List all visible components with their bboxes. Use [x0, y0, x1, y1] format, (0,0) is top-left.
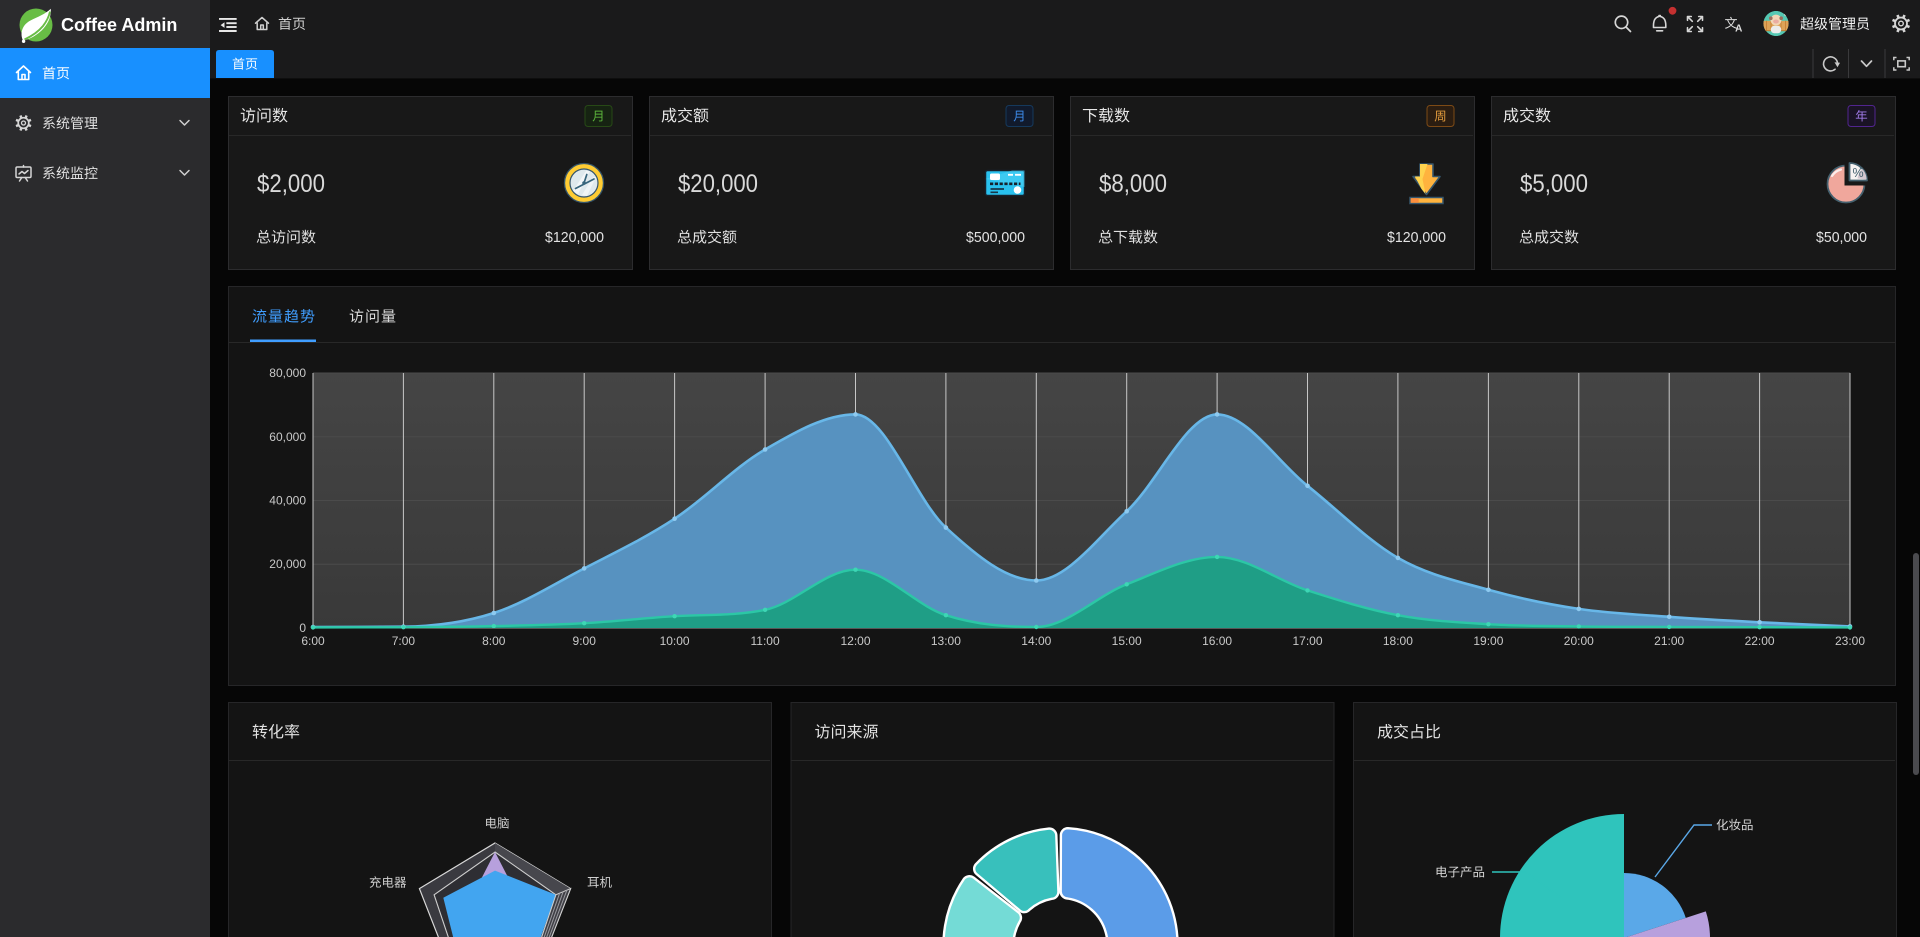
svg-text:80,000: 80,000	[269, 366, 306, 380]
svg-text:20,000: 20,000	[269, 557, 306, 571]
svg-text:18:00: 18:00	[1383, 634, 1413, 648]
svg-text:8:00: 8:00	[482, 634, 506, 648]
svg-text:$5,000: $5,000	[1520, 170, 1588, 198]
svg-text:7:00: 7:00	[392, 634, 416, 648]
svg-text:13:00: 13:00	[931, 634, 961, 648]
svg-text:$2,000: $2,000	[257, 170, 325, 198]
svg-text:0: 0	[299, 621, 306, 635]
svg-text:$20,000: $20,000	[678, 170, 758, 198]
svg-text:Coffee Admin: Coffee Admin	[61, 15, 177, 35]
svg-text:12:00: 12:00	[840, 634, 870, 648]
svg-text:$8,000: $8,000	[1099, 170, 1167, 198]
svg-text:15:00: 15:00	[1112, 634, 1142, 648]
svg-text:9:00: 9:00	[573, 634, 597, 648]
svg-text:$500,000: $500,000	[966, 229, 1025, 246]
svg-text:$50,000: $50,000	[1816, 229, 1867, 246]
svg-text:10:00: 10:00	[660, 634, 690, 648]
svg-text:$120,000: $120,000	[1387, 229, 1446, 246]
svg-text:%: %	[1852, 166, 1863, 180]
svg-text:21:00: 21:00	[1654, 634, 1684, 648]
svg-text:60,000: 60,000	[269, 430, 306, 444]
svg-text:14:00: 14:00	[1021, 634, 1051, 648]
svg-text:20:00: 20:00	[1564, 634, 1594, 648]
svg-text:22:00: 22:00	[1745, 634, 1775, 648]
svg-text:$120,000: $120,000	[545, 229, 604, 246]
svg-text:23:00: 23:00	[1835, 634, 1865, 648]
svg-text:19:00: 19:00	[1473, 634, 1503, 648]
svg-text:A: A	[1735, 24, 1742, 35]
svg-text:11:00: 11:00	[751, 634, 780, 648]
svg-text:6:00: 6:00	[301, 634, 325, 648]
svg-text:17:00: 17:00	[1292, 634, 1322, 648]
svg-text:16:00: 16:00	[1202, 634, 1232, 648]
svg-text:40,000: 40,000	[269, 494, 306, 508]
